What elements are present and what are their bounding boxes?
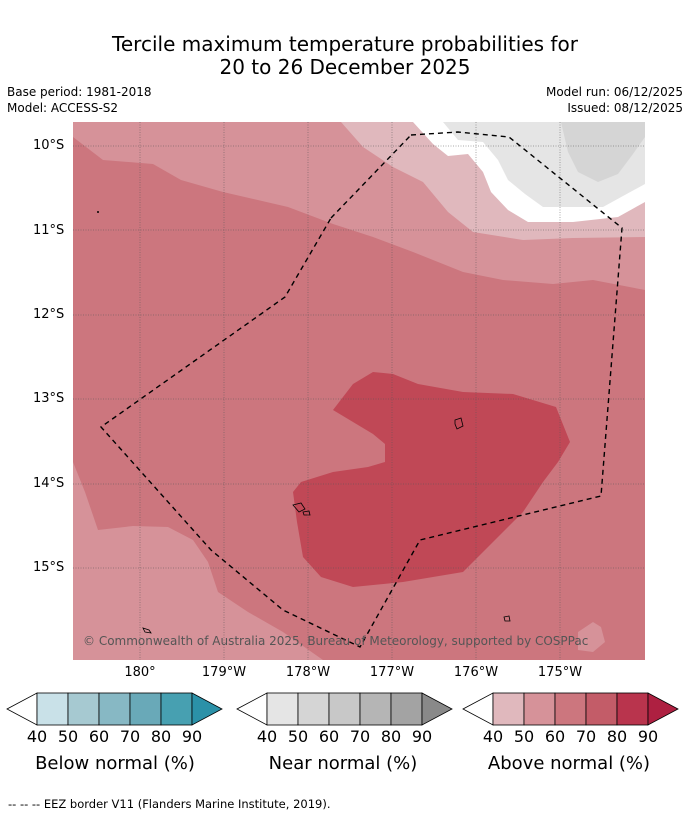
colorbar-swatch (36, 692, 69, 726)
probability-map[interactable]: © Commonwealth of Australia 2025, Bureau… (73, 122, 645, 660)
contour-50-60-southeast (578, 622, 605, 652)
colorbar-title-above-normal: Above normal (%) (487, 753, 651, 774)
base-period: Base period: 1981-2018 (7, 85, 152, 99)
colorbar-swatch (390, 692, 423, 726)
colorbar-tick-label: 50 (57, 727, 79, 746)
colorbar-tick-label: 50 (287, 727, 309, 746)
colorbar-swatch (616, 692, 649, 726)
lon-label-180: 180° (124, 665, 156, 680)
colorbar-tick-label: 80 (380, 727, 402, 746)
contour-near-normal-50-60 (561, 122, 645, 182)
colorbar-tick-label: 90 (637, 727, 659, 746)
map-title-line2: 20 to 26 December 2025 (219, 55, 471, 79)
island-c-icon (503, 615, 511, 622)
colorbar-extend-high (191, 692, 223, 726)
colorbar-tick-label: 40 (482, 727, 504, 746)
model-name: Model: ACCESS-S2 (7, 101, 119, 115)
colorbar-tick-label: 40 (26, 727, 48, 746)
colorbar-tick-label: 80 (150, 727, 172, 746)
lat-label-15s: 15°S (33, 560, 65, 575)
lat-label-10s: 10°S (33, 138, 65, 153)
lon-label-176w: 176°W (453, 665, 499, 680)
colorbar-swatch (67, 692, 100, 726)
colorbar-tick-label: 70 (349, 727, 371, 746)
colorbar-swatch (585, 692, 618, 726)
contour-50-60-southwest (73, 462, 323, 660)
lat-label-12s: 12°S (33, 307, 65, 322)
map-canvas: © Commonwealth of Australia 2025, Bureau… (73, 122, 645, 660)
colorbar-near-normal (236, 692, 453, 726)
copyright-notice: © Commonwealth of Australia 2025, Bureau… (83, 634, 588, 648)
gridlines (73, 122, 645, 660)
colorbar-swatch (492, 692, 525, 726)
colorbar-below-normal (6, 692, 223, 726)
contour-70-80-core (293, 372, 570, 587)
colorbar-extend-low (236, 692, 268, 726)
eez-border-segment (330, 134, 412, 219)
colorbar-swatch (129, 692, 162, 726)
lon-label-175w: 175°W (537, 665, 583, 680)
issued-date: Issued: 08/12/2025 (567, 101, 683, 115)
colorbar-tick-label: 70 (119, 727, 141, 746)
colorbar-tick-label: 60 (544, 727, 566, 746)
colorbar-above-normal (462, 692, 679, 726)
island-e-icon (97, 211, 99, 213)
island-a-icon (292, 502, 306, 513)
island-d-icon (142, 627, 152, 634)
colorbar-swatch (297, 692, 330, 726)
colorbar-tick-label: 90 (181, 727, 203, 746)
colorbar-tick-label: 90 (411, 727, 433, 746)
lon-label-177w: 177°W (369, 665, 415, 680)
lon-label-178w: 178°W (285, 665, 331, 680)
island-niuafo-ou-icon (454, 417, 464, 430)
colorbar-swatch (328, 692, 361, 726)
colorbar-tick-label: 50 (513, 727, 535, 746)
lat-label-14s: 14°S (33, 476, 65, 491)
lon-label-179w: 179°W (201, 665, 247, 680)
colorbar-swatch (266, 692, 299, 726)
colorbar-title-near-normal: Near normal (%) (268, 753, 418, 774)
lat-label-13s: 13°S (33, 391, 65, 406)
colorbar-tick-label: 80 (606, 727, 628, 746)
colorbars (6, 692, 679, 726)
colorbar-swatch (98, 692, 131, 726)
colorbar-swatch (359, 692, 392, 726)
colorbar-tick-label: 60 (318, 727, 340, 746)
island-b-icon (302, 510, 311, 516)
colorbar-swatch (523, 692, 556, 726)
colorbar-title-below-normal: Below normal (%) (35, 753, 195, 774)
colorbar-tick-label: 40 (256, 727, 278, 746)
colorbar-swatch (160, 692, 193, 726)
colorbar-extend-low (462, 692, 494, 726)
colorbar-tick-label: 60 (88, 727, 110, 746)
colorbar-swatch (554, 692, 587, 726)
colorbar-extend-high (647, 692, 679, 726)
map-title-line1: Tercile maximum temperature probabilitie… (112, 32, 578, 56)
colorbar-extend-high (421, 692, 453, 726)
colorbar-extend-low (6, 692, 38, 726)
model-run: Model run: 06/12/2025 (545, 85, 683, 99)
eez-legend: -- -- -- EEZ border V11 (Flanders Marine… (8, 797, 331, 811)
lat-label-11s: 11°S (33, 223, 65, 238)
colorbar-tick-label: 70 (575, 727, 597, 746)
eez-border (99, 131, 623, 648)
